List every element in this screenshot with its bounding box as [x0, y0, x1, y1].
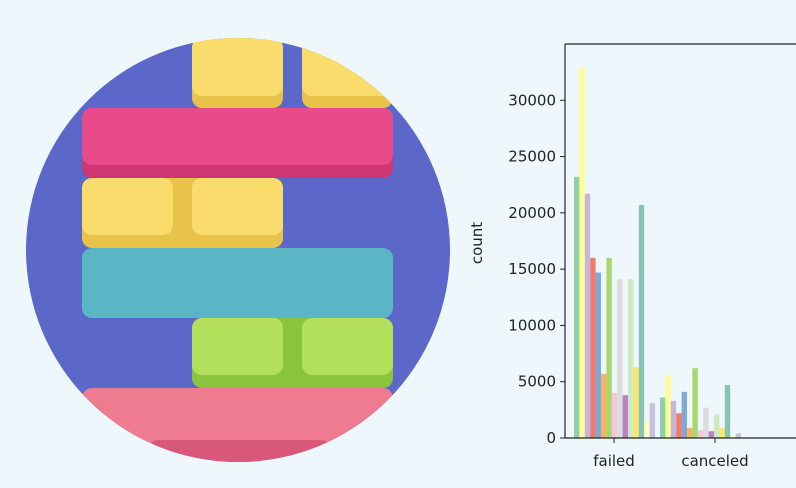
bar-canceled-3 [676, 413, 682, 438]
logo-yellow-block [82, 178, 173, 235]
bar-failed-7 [611, 392, 618, 438]
bar-failed-11 [633, 367, 639, 438]
bar-canceled-4 [681, 391, 687, 438]
y-tick-label: 0 [546, 429, 556, 447]
bar-failed-5 [601, 373, 607, 438]
bar-chart: 0 5000 10000 15000 20000 25000 30000 failed can… [468, 43, 796, 470]
bar-canceled-8 [703, 407, 709, 438]
bar-canceled-5 [687, 427, 693, 438]
logo-pink-bar-shadow [150, 440, 330, 462]
bar-failed-6 [606, 257, 612, 438]
bar-canceled-2 [670, 400, 677, 438]
y-tick-label: 10000 [508, 316, 556, 334]
x-axis: failed canceled [593, 438, 749, 470]
y-tick-label: 15000 [508, 260, 556, 278]
bar-series-group [574, 67, 741, 438]
logo-magenta-bar [82, 108, 393, 165]
bar-canceled-12 [724, 385, 731, 438]
bar-failed-12 [638, 204, 645, 438]
bar-canceled-11 [719, 427, 725, 438]
bar-failed-8 [617, 279, 623, 438]
bar-canceled-7 [697, 430, 704, 438]
bar-failed-0 [574, 176, 580, 438]
bar-canceled-14 [735, 433, 741, 438]
logo-yellow-block [302, 38, 393, 96]
y-tick-label: 25000 [508, 148, 556, 166]
bar-failed-1 [579, 67, 585, 438]
bar-failed-13 [644, 421, 650, 438]
y-axis-title: count [468, 222, 486, 264]
logo-green-block [192, 318, 283, 375]
y-tick-label: 30000 [508, 91, 556, 109]
logo-yellow-block [192, 38, 283, 96]
y-tick-label: 20000 [508, 204, 556, 222]
y-axis: 0 5000 10000 15000 20000 25000 30000 [508, 91, 565, 447]
y-tick-label: 5000 [518, 373, 556, 391]
bar-failed-9 [622, 395, 628, 438]
logo-yellow-block [192, 178, 283, 235]
bar-canceled-6 [692, 368, 698, 438]
bar-canceled-9 [708, 431, 714, 438]
bar-failed-10 [628, 279, 634, 438]
x-tick-label-failed: failed [593, 452, 635, 470]
x-tick-label-canceled: canceled [681, 452, 748, 470]
bar-canceled-1 [665, 374, 671, 438]
bar-failed-14 [649, 403, 655, 438]
bar-canceled-0 [660, 397, 666, 438]
bar-failed-2 [584, 193, 591, 438]
stacked-blocks-logo-icon [26, 38, 450, 462]
bar-failed-4 [595, 272, 601, 438]
bar-canceled-13 [730, 435, 736, 438]
logo-green-block [302, 318, 393, 375]
bar-failed-3 [590, 257, 596, 438]
bar-canceled-10 [714, 414, 720, 438]
logo-teal-bar [82, 248, 393, 318]
